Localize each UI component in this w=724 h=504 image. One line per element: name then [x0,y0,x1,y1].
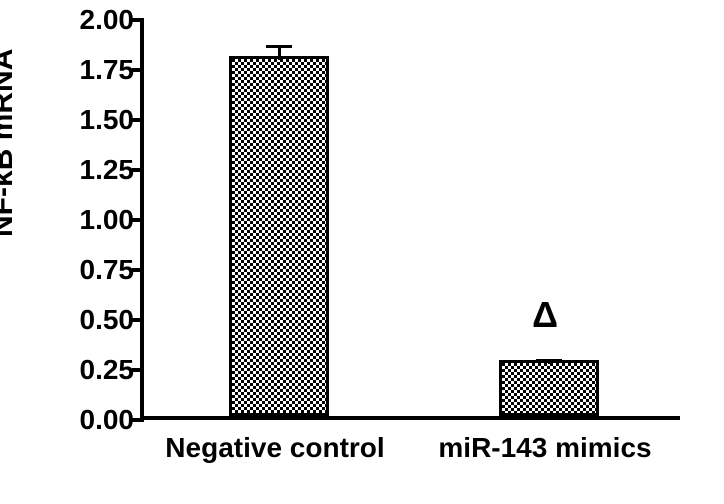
y-tick-label: 0.75 [80,254,135,286]
bar-fill [232,59,326,413]
significance-marker: Δ [532,294,558,336]
y-tick-label: 0.25 [80,354,135,386]
error-cap [266,45,292,48]
y-tick-label: 0.50 [80,304,135,336]
bar [229,56,329,416]
y-tick [132,218,144,222]
y-axis-label: NF-κB mRNA [0,49,20,237]
y-tick [132,318,144,322]
y-tick [132,18,144,22]
bar [499,360,599,416]
bar-fill [502,363,596,413]
x-tick-label: Negative control [165,432,384,464]
error-bar [278,46,281,60]
y-tick-label: 2.00 [80,4,135,36]
y-tick [132,418,144,422]
y-tick-label: 1.75 [80,54,135,86]
x-tick-label: miR-143 mimics [438,432,651,464]
error-cap [536,359,562,362]
plot-area [140,20,680,420]
chart-container: NF-κB mRNA 0.00 0.25 0.50 0.75 1.00 1.25 1.50 1… [0,0,724,504]
y-tick [132,68,144,72]
y-tick-label: 0.00 [80,404,135,436]
y-tick [132,118,144,122]
y-tick-label: 1.00 [80,204,135,236]
y-tick [132,268,144,272]
y-tick-label: 1.50 [80,104,135,136]
y-tick [132,368,144,372]
y-tick [132,168,144,172]
y-tick-label: 1.25 [80,154,135,186]
